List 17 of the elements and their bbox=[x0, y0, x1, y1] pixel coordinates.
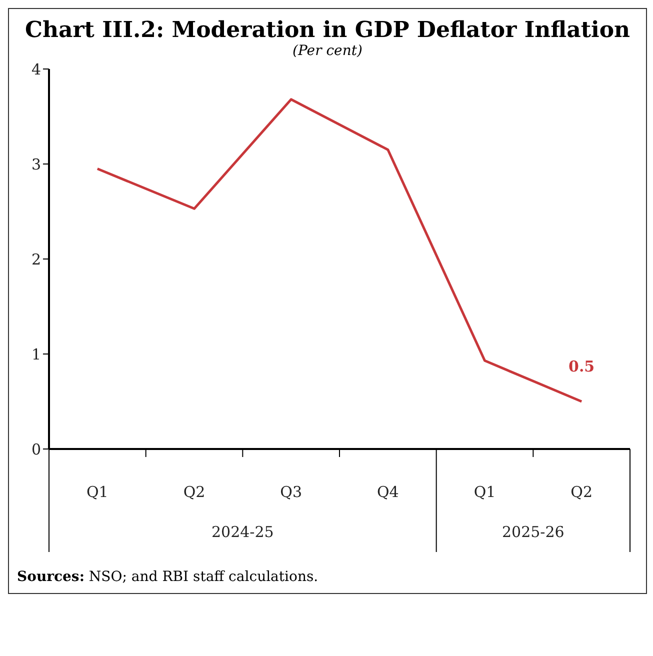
x-tick-label: Q1 bbox=[474, 483, 496, 501]
x-tick-label: Q2 bbox=[183, 483, 206, 501]
chart-subtitle: (Per cent) bbox=[292, 43, 364, 59]
text: 2024-25 bbox=[211, 523, 274, 541]
x-tick-label: Q3 bbox=[280, 483, 302, 501]
y-tick-label: 1 bbox=[31, 345, 41, 364]
x-tick-label: Q1 bbox=[86, 483, 108, 501]
text: 2025-26 bbox=[502, 523, 564, 541]
y-tick-label: 3 bbox=[31, 155, 41, 174]
x-tick-label: Q4 bbox=[376, 483, 399, 501]
y-tick-label: 0 bbox=[31, 440, 41, 458]
source-note: Sources: NSO; and RBI staff calculations. bbox=[17, 569, 320, 585]
x-tick-label: Q2 bbox=[570, 483, 593, 501]
chart-title: Chart III.2: Moderation in GDP Deflator Inflation bbox=[24, 17, 632, 43]
y-tick-label: 2 bbox=[31, 250, 41, 268]
data-label: 0.5 bbox=[568, 358, 595, 376]
y-tick-label: 4 bbox=[31, 60, 41, 78]
